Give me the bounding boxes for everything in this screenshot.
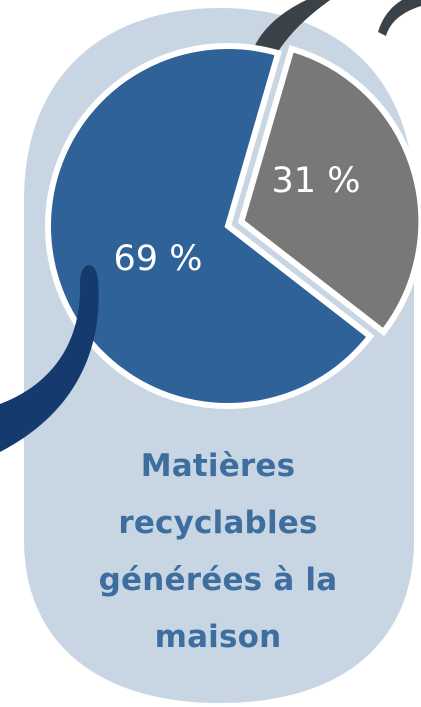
title-line-4: maison [154,619,282,655]
pie-slice-69 [45,43,375,409]
decorative-swoosh-left [0,265,99,452]
pie-slice-31 [237,45,421,337]
title-line-2: recyclables [118,505,318,541]
decorative-swoosh-top-right [378,0,421,36]
title-line-3: générées à la [98,562,338,598]
title-line-1: Matières [140,448,296,484]
pie-slices [45,43,421,409]
slice-label-31: 31 % [272,161,361,201]
chart-title: Matières recyclables générées à la maiso… [60,438,376,666]
slice-label-69: 69 % [114,239,203,279]
